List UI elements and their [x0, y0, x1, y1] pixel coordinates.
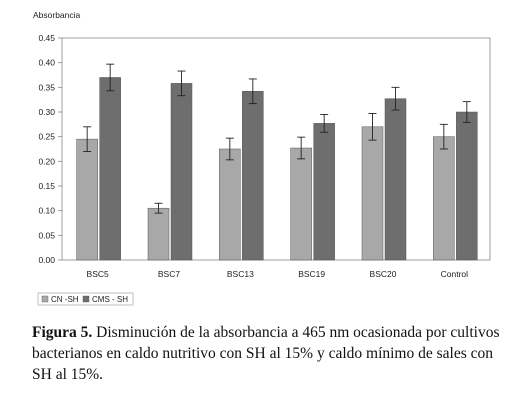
bar	[433, 136, 455, 261]
bar	[313, 123, 335, 261]
x-axis-labels: BSC5 BSC7 BSC13 BSC19 BSC20 Control	[87, 269, 469, 279]
bar	[242, 91, 264, 261]
y-tick-label: 0.15	[38, 181, 55, 191]
bar-chart: Absorbancia 0.00 0.05 0.10 0.15 0.20 0.25 0.30…	[33, 10, 491, 306]
bar	[219, 148, 241, 261]
y-tick-label: 0.35	[38, 82, 55, 92]
x-tick-label: BSC19	[298, 269, 325, 279]
caption-text: Disminución de la absorbancia a 465 nm o…	[32, 324, 500, 383]
bar	[456, 111, 478, 261]
bar	[290, 147, 312, 261]
bar	[361, 126, 384, 261]
caption-label: Figura 5.	[32, 324, 93, 341]
y-tick-label: 0.25	[38, 132, 55, 142]
y-tick-label: 0.05	[38, 230, 55, 240]
x-tick-label: BSC13	[227, 269, 254, 279]
y-axis-label: Absorbancia	[33, 10, 81, 20]
y-tick-label: 0.20	[38, 156, 55, 166]
y-tick-label: 0.45	[38, 33, 55, 43]
y-tick-label: 0.30	[38, 107, 55, 117]
y-tick-label: 0.00	[38, 255, 55, 265]
bar	[384, 98, 407, 261]
legend-label: CMS - SH	[92, 295, 128, 304]
x-tick-label: Control	[441, 269, 469, 279]
bar	[76, 138, 98, 261]
bar	[147, 207, 170, 261]
x-tick-label: BSC7	[158, 269, 180, 279]
plot-area	[61, 37, 491, 261]
y-axis-ticks: 0.00 0.05 0.10 0.15 0.20 0.25 0.30 0.35 0.40 0.45	[38, 33, 62, 265]
figure-caption: Figura 5. Disminución de la absorbancia …	[32, 322, 502, 385]
legend-swatch	[82, 295, 90, 303]
bars-group	[76, 63, 478, 261]
y-tick-label: 0.10	[38, 206, 55, 216]
legend-swatch	[41, 295, 49, 303]
bar	[99, 77, 121, 261]
y-tick-label: 0.40	[38, 58, 55, 68]
legend: CN -SH CMS - SH	[37, 292, 134, 306]
bar	[170, 83, 193, 261]
x-tick-label: BSC5	[87, 269, 109, 279]
legend-label: CN -SH	[51, 295, 79, 304]
x-tick-label: BSC20	[370, 269, 397, 279]
